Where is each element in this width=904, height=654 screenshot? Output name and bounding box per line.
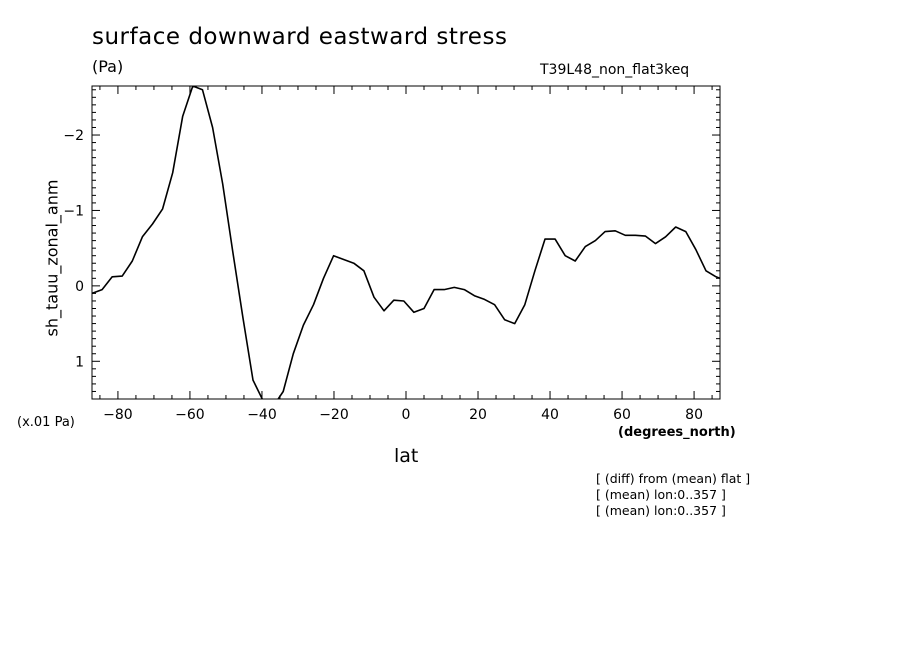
x-tick-label: 60 [613, 407, 631, 423]
x-tick-label: 0 [402, 407, 411, 423]
note-line: [ (mean) lon:0..357 ] [596, 503, 726, 518]
y-tick-label: −1 [63, 203, 84, 219]
x-tick-label: 40 [541, 407, 559, 423]
x-tick-label: 80 [685, 407, 703, 423]
plot-frame [91, 85, 721, 400]
series-line [92, 86, 720, 399]
y-tick-label: 1 [75, 354, 84, 370]
x-axis-label: lat [394, 445, 419, 467]
unit-label: (Pa) [92, 57, 124, 76]
x-tick-label: −20 [319, 407, 349, 423]
x-tick-label: 20 [469, 407, 487, 423]
x-tick-label: −80 [103, 407, 133, 423]
x-tick-label: −60 [175, 407, 205, 423]
x-unit-label: (degrees_north) [618, 425, 736, 440]
y-scale-note: (x.01 Pa) [17, 415, 75, 430]
notes-block: [ (diff) from (mean) flat ] [ (mean) lon… [596, 471, 750, 519]
y-tick-label: −2 [63, 128, 84, 144]
note-line: [ (mean) lon:0..357 ] [596, 487, 726, 502]
x-tick-label: −40 [247, 407, 277, 423]
run-label: T39L48_non_flat3keq [540, 62, 690, 78]
y-tick-label: 0 [75, 279, 84, 295]
chart-title: surface downward eastward stress [92, 24, 508, 50]
note-line: [ (diff) from (mean) flat ] [596, 471, 751, 486]
